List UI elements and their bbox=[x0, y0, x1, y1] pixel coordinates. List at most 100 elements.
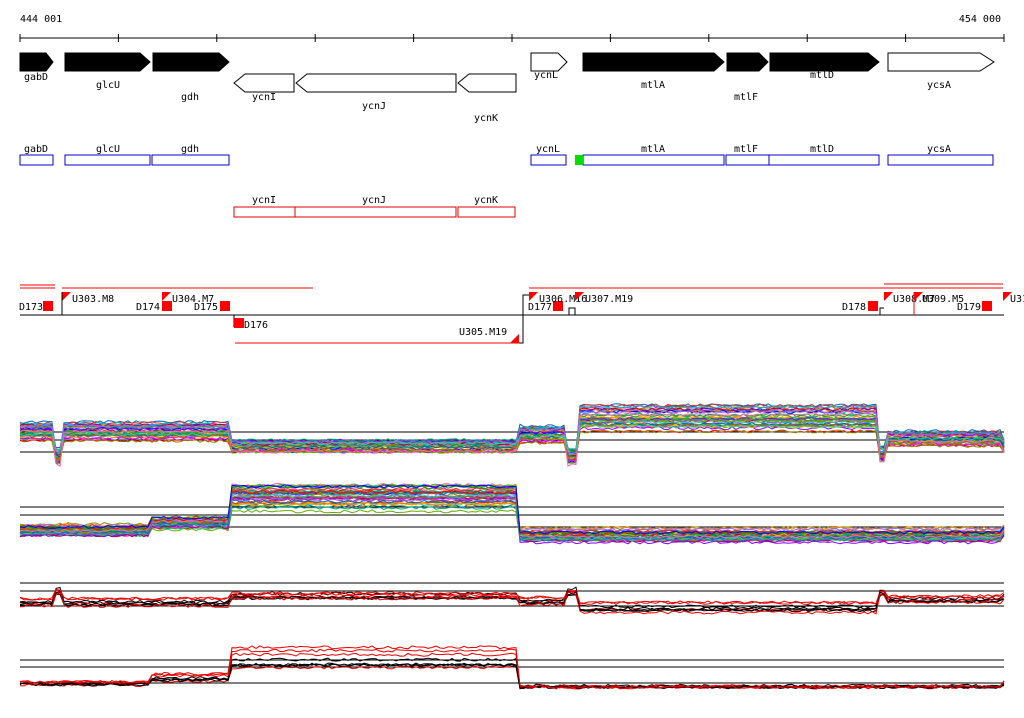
segment-U303-M8[interactable]: U303.M8 bbox=[61, 292, 114, 315]
segment-U307-M19[interactable]: U307.M19 bbox=[575, 292, 633, 305]
start-site-marker bbox=[575, 155, 583, 165]
annot-box-ycsA-label: ycsA bbox=[927, 144, 951, 155]
segment-U304-M7-flag[interactable] bbox=[162, 292, 171, 301]
annot-box-ycsA-frame[interactable] bbox=[887, 154, 994, 166]
annot-box-mtlD-label: mtlD bbox=[810, 144, 834, 155]
gene-glcU-label: glcU bbox=[96, 80, 120, 91]
gene-mtlF[interactable]: mtlF bbox=[726, 52, 769, 103]
annot-box-gdh[interactable]: gdh bbox=[151, 144, 230, 166]
expression-panel-forward-selected bbox=[19, 582, 1005, 615]
segment-D173-marker[interactable] bbox=[43, 301, 53, 311]
annot-box-ycnJ[interactable]: ycnJ bbox=[294, 195, 457, 218]
gene-glcU[interactable]: glcU bbox=[64, 52, 151, 91]
expression-curve bbox=[19, 591, 1005, 615]
segment-U303-M8-label: U303.M8 bbox=[72, 294, 114, 305]
segment-D177-marker[interactable] bbox=[553, 301, 563, 311]
segment-D173[interactable]: D173 bbox=[19, 301, 53, 313]
annot-box-mtlA-frame[interactable] bbox=[582, 154, 725, 166]
gene-ycnK-label: ycnK bbox=[474, 113, 498, 124]
gene-mtlA[interactable]: mtlA bbox=[582, 52, 725, 91]
expression-panel-forward-all bbox=[19, 403, 1005, 468]
segment-U31-label: U31 bbox=[1010, 294, 1024, 305]
gene-ycnJ-label: ycnJ bbox=[362, 101, 386, 112]
gene-ycnK[interactable]: ycnK bbox=[457, 73, 517, 124]
annot-box-gabD-label: gabD bbox=[24, 144, 48, 155]
coordinate-start-label: 444 001 bbox=[20, 14, 62, 25]
segment-U305-M19[interactable]: U305.M19 bbox=[459, 327, 519, 343]
segment-U309-M5-flag[interactable] bbox=[914, 292, 923, 301]
segment-U306-M16[interactable]: U306.M16 bbox=[529, 292, 587, 305]
annot-box-mtlF-frame[interactable] bbox=[725, 154, 770, 166]
segment-D176-marker[interactable] bbox=[234, 318, 244, 328]
segment-U305-M19-label: U305.M19 bbox=[459, 327, 507, 338]
gene-ycsA[interactable]: ycsA bbox=[887, 52, 995, 91]
gene-ycnL-arrow[interactable] bbox=[530, 52, 568, 72]
annot-box-gabD-frame[interactable] bbox=[19, 154, 54, 166]
annot-box-glcU[interactable]: glcU bbox=[64, 144, 151, 166]
gene-ycnJ[interactable]: ycnJ bbox=[295, 73, 457, 112]
annot-box-ycnK-frame[interactable] bbox=[457, 206, 516, 218]
gene-gabD[interactable]: gabD bbox=[19, 52, 54, 83]
annot-box-ycnL[interactable]: ycnL bbox=[530, 144, 567, 166]
gene-ycnI-arrow[interactable] bbox=[233, 73, 295, 93]
segment-U31[interactable]: U31 bbox=[1003, 292, 1024, 305]
segment-U305-M19-flag[interactable] bbox=[510, 334, 519, 343]
gene-gabD-arrow[interactable] bbox=[19, 52, 54, 72]
segment-D179-marker[interactable] bbox=[982, 301, 992, 311]
gene-gdh-arrow[interactable] bbox=[152, 52, 230, 72]
gene-mtlD-arrow[interactable] bbox=[769, 52, 880, 72]
segment-U306-M16-flag[interactable] bbox=[529, 292, 538, 301]
segment-U309-M5[interactable]: U309.M5 bbox=[913, 292, 964, 315]
annot-box-glcU-frame[interactable] bbox=[64, 154, 151, 166]
annot-box-gdh-frame[interactable] bbox=[151, 154, 230, 166]
annot-box-ycnI-frame[interactable] bbox=[233, 206, 296, 218]
annot-box-mtlD-frame[interactable] bbox=[768, 154, 880, 166]
segment-D174[interactable]: D174 bbox=[136, 301, 172, 313]
gene-gabD-label: gabD bbox=[24, 72, 48, 83]
segment-D178[interactable]: D178 bbox=[842, 301, 878, 313]
annot-box-mtlD[interactable]: mtlD bbox=[768, 144, 880, 166]
gene-ycnL[interactable]: ycnL bbox=[530, 52, 568, 81]
expression-curve bbox=[19, 590, 1005, 605]
annot-box-gabD[interactable]: gabD bbox=[19, 144, 54, 166]
segment-D174-label: D174 bbox=[136, 302, 160, 313]
annot-box-ycnI[interactable]: ycnI bbox=[233, 195, 296, 218]
annot-box-mtlF[interactable]: mtlF bbox=[725, 144, 770, 166]
gene-gdh-label: gdh bbox=[181, 92, 199, 103]
segment-U31-flag[interactable] bbox=[1003, 292, 1012, 301]
segment-D179[interactable]: D179 bbox=[957, 301, 992, 313]
segment-step-u306 bbox=[563, 307, 576, 316]
segment-U307-M19-flag[interactable] bbox=[575, 292, 584, 301]
segment-D176[interactable]: D176 bbox=[234, 318, 268, 331]
annot-box-ycsA[interactable]: ycsA bbox=[887, 144, 994, 166]
annot-box-ycnK-label: ycnK bbox=[474, 195, 498, 206]
gene-ycnI[interactable]: ycnI bbox=[233, 73, 295, 103]
expression-curve bbox=[19, 489, 1005, 536]
segment-U308-M7-flag[interactable] bbox=[884, 292, 893, 301]
gene-mtlD[interactable]: mtlD bbox=[769, 52, 880, 81]
gene-ycnJ-arrow[interactable] bbox=[295, 73, 457, 93]
segment-D178-marker[interactable] bbox=[868, 301, 878, 311]
segment-U303-M8-flag[interactable] bbox=[62, 292, 71, 301]
gene-gdh[interactable]: gdh bbox=[152, 52, 230, 103]
gene-mtlF-arrow[interactable] bbox=[726, 52, 769, 72]
segment-U304-M7[interactable]: U304.M7 bbox=[162, 292, 214, 305]
annot-box-mtlA[interactable]: mtlA bbox=[582, 144, 725, 166]
gene-glcU-arrow[interactable] bbox=[64, 52, 151, 72]
gene-ycsA-label: ycsA bbox=[927, 80, 951, 91]
segment-D177[interactable]: D177 bbox=[528, 301, 563, 313]
gene-mtlD-label: mtlD bbox=[810, 70, 834, 81]
gene-ycnK-arrow[interactable] bbox=[457, 73, 517, 93]
gene-mtlA-arrow[interactable] bbox=[582, 52, 725, 72]
annot-box-ycnL-frame[interactable] bbox=[530, 154, 567, 166]
expression-curve bbox=[19, 422, 1005, 460]
gene-ycsA-arrow[interactable] bbox=[887, 52, 995, 72]
expression-curve bbox=[19, 662, 1005, 689]
gene-mtlA-label: mtlA bbox=[641, 80, 665, 91]
annot-box-ycnK[interactable]: ycnK bbox=[457, 195, 516, 218]
segment-D174-marker[interactable] bbox=[162, 301, 172, 311]
segment-D175-marker[interactable] bbox=[220, 301, 230, 311]
ruler-ticks bbox=[19, 34, 1005, 42]
annot-box-ycnJ-frame[interactable] bbox=[294, 206, 457, 218]
segment-D175[interactable]: D175 bbox=[194, 301, 230, 313]
